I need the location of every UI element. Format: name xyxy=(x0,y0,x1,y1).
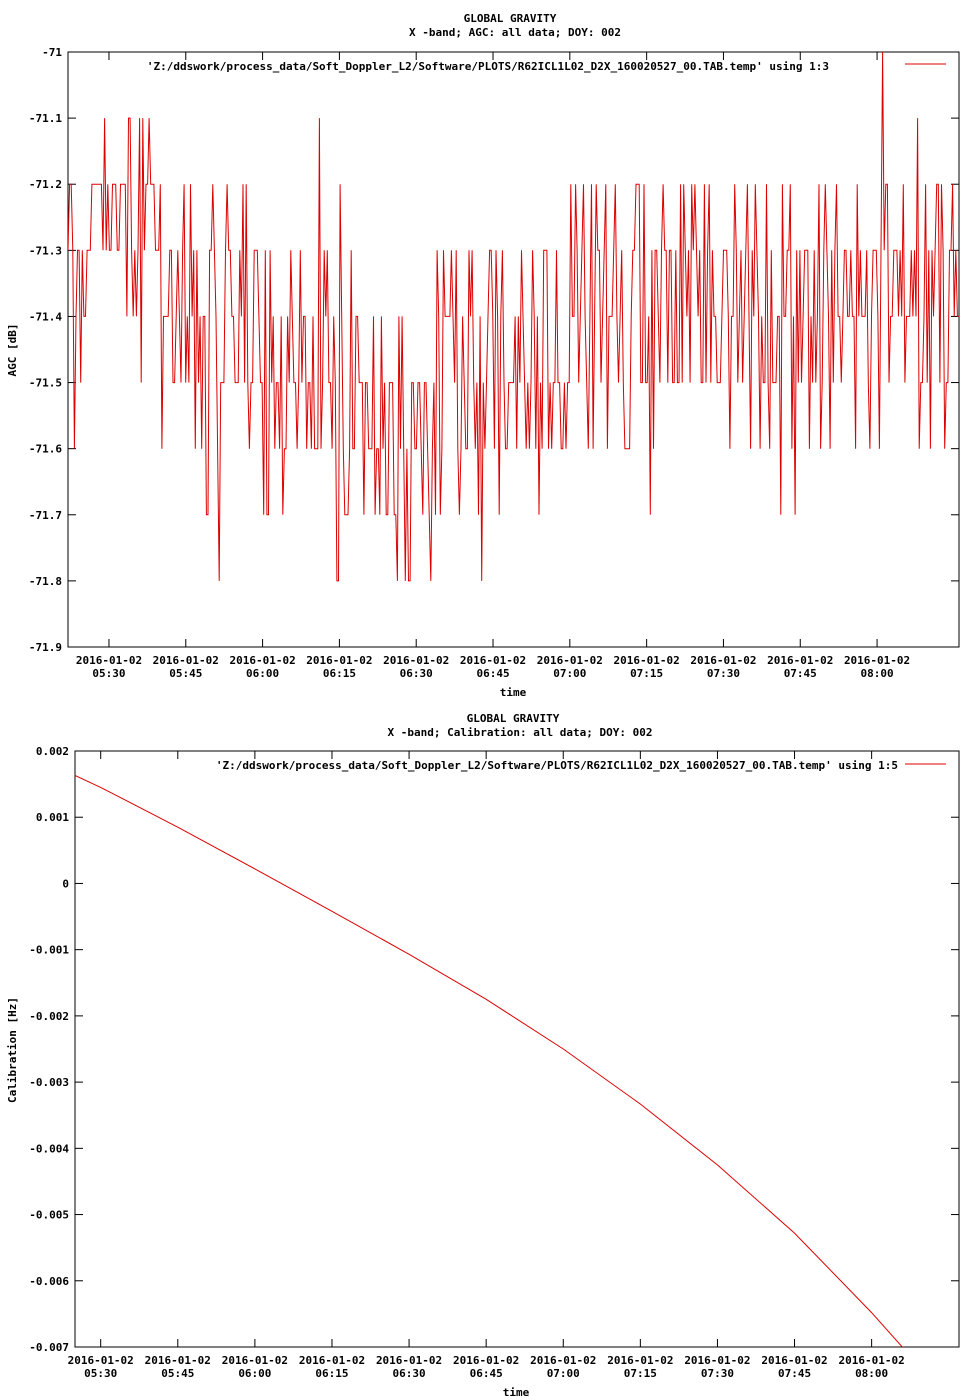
calibration-x-tick-time: 07:00 xyxy=(547,1367,580,1380)
calibration-x-tick-date: 2016-01-02 xyxy=(453,1354,519,1367)
calibration-x-tick-date: 2016-01-02 xyxy=(684,1354,750,1367)
calibration-x-tick-date: 2016-01-02 xyxy=(68,1354,134,1367)
agc-x-tick-time: 08:00 xyxy=(861,667,894,680)
calibration-y-tick-label: -0.005 xyxy=(29,1209,69,1222)
calibration-x-tick-date: 2016-01-02 xyxy=(530,1354,596,1367)
calibration-x-tick-date: 2016-01-02 xyxy=(299,1354,365,1367)
agc-y-tick-label: -71.8 xyxy=(29,575,62,588)
calibration-x-tick-date: 2016-01-02 xyxy=(839,1354,905,1367)
calibration-x-tick-time: 06:15 xyxy=(315,1367,348,1380)
agc-x-tick-time: 07:45 xyxy=(784,667,817,680)
agc-x-tick-time: 07:30 xyxy=(707,667,740,680)
calibration-x-axis: 2016-01-0205:302016-01-0205:452016-01-02… xyxy=(68,751,905,1380)
calibration-x-tick-time: 05:45 xyxy=(161,1367,194,1380)
agc-y-tick-label: -71.9 xyxy=(29,641,62,654)
calibration-series-group xyxy=(75,775,903,1347)
calibration-x-tick-time: 05:30 xyxy=(84,1367,117,1380)
agc-x-tick-date: 2016-01-02 xyxy=(614,654,680,667)
calibration-x-tick-time: 06:30 xyxy=(393,1367,426,1380)
agc-y-axis-label: AGC [dB] xyxy=(6,324,19,377)
agc-x-tick-date: 2016-01-02 xyxy=(460,654,526,667)
agc-x-tick-date: 2016-01-02 xyxy=(76,654,142,667)
calibration-y-axis: 0.002 0.001 0 -0.001 -0.002 -0.003 -0.004 -0.00… xyxy=(29,745,959,1354)
agc-y-tick-label: -71.6 xyxy=(29,443,62,456)
calibration-y-tick-label: -0.002 xyxy=(29,1010,69,1023)
agc-x-tick-time: 07:15 xyxy=(630,667,663,680)
calibration-chart: GLOBAL GRAVITY X -band; Calibration: all… xyxy=(6,712,960,1399)
agc-chart-subtitle: X -band; AGC: all data; DOY: 002 xyxy=(409,26,621,39)
agc-x-tick-time: 05:45 xyxy=(169,667,202,680)
calibration-x-tick-time: 08:00 xyxy=(855,1367,888,1380)
calibration-chart-subtitle: X -band; Calibration: all data; DOY: 002 xyxy=(388,726,653,739)
agc-y-axis: -71 -71.1 -71.2 -71.3 -71.4 -71.5 -71.6 -71.7 -7… xyxy=(29,46,959,654)
agc-y-tick-label: -71.7 xyxy=(29,509,62,522)
calibration-y-tick-label: -0.003 xyxy=(29,1076,69,1089)
calibration-x-tick-date: 2016-01-02 xyxy=(222,1354,288,1367)
calibration-y-tick-label: -0.001 xyxy=(29,944,69,957)
agc-x-tick-date: 2016-01-02 xyxy=(767,654,833,667)
agc-y-tick-label: -71.4 xyxy=(29,310,62,323)
agc-x-tick-date: 2016-01-02 xyxy=(690,654,756,667)
agc-x-tick-date: 2016-01-02 xyxy=(537,654,603,667)
agc-legend-label: 'Z:/ddswork/process_data/Soft_Doppler_L2… xyxy=(147,60,829,73)
agc-y-tick-label: -71 xyxy=(42,46,62,59)
agc-chart: GLOBAL GRAVITY X -band; AGC: all data; D… xyxy=(6,12,960,699)
agc-series-group xyxy=(68,52,959,582)
agc-x-tick-time: 07:00 xyxy=(553,667,586,680)
calibration-x-tick-date: 2016-01-02 xyxy=(145,1354,211,1367)
calibration-x-tick-date: 2016-01-02 xyxy=(376,1354,442,1367)
agc-x-tick-time: 06:45 xyxy=(476,667,509,680)
calibration-y-tick-label: -0.007 xyxy=(29,1341,69,1354)
agc-y-tick-label: -71.3 xyxy=(29,244,62,257)
calibration-x-tick-date: 2016-01-02 xyxy=(761,1354,827,1367)
calibration-y-tick-label: -0.004 xyxy=(29,1142,69,1155)
calibration-y-tick-label: 0.001 xyxy=(36,811,69,824)
agc-x-tick-time: 06:30 xyxy=(400,667,433,680)
agc-x-tick-time: 06:00 xyxy=(246,667,279,680)
calibration-y-axis-label: Calibration [Hz] xyxy=(6,997,19,1103)
calibration-x-tick-time: 06:45 xyxy=(470,1367,503,1380)
calibration-x-tick-date: 2016-01-02 xyxy=(607,1354,673,1367)
agc-x-axis: 2016-01-0205:302016-01-0205:452016-01-02… xyxy=(76,52,910,680)
calibration-x-tick-time: 07:15 xyxy=(624,1367,657,1380)
calibration-x-tick-time: 06:00 xyxy=(238,1367,271,1380)
agc-x-tick-date: 2016-01-02 xyxy=(383,654,449,667)
calibration-chart-title: GLOBAL GRAVITY xyxy=(467,712,560,725)
agc-x-tick-time: 06:15 xyxy=(323,667,356,680)
agc-y-tick-label: -71.1 xyxy=(29,112,62,125)
agc-x-tick-date: 2016-01-02 xyxy=(306,654,372,667)
agc-y-tick-label: -71.5 xyxy=(29,377,62,390)
agc-y-tick-label: -71.2 xyxy=(29,178,62,191)
agc-x-tick-date: 2016-01-02 xyxy=(844,654,910,667)
calibration-y-tick-label: 0 xyxy=(62,877,69,890)
agc-plot-frame xyxy=(67,51,960,648)
agc-x-tick-date: 2016-01-02 xyxy=(153,654,219,667)
agc-series-line xyxy=(68,52,959,582)
calibration-y-tick-label: -0.006 xyxy=(29,1275,69,1288)
agc-chart-title: GLOBAL GRAVITY xyxy=(464,12,557,25)
agc-x-tick-time: 05:30 xyxy=(92,667,125,680)
calibration-series-line xyxy=(75,775,903,1347)
calibration-plot-frame xyxy=(74,750,960,1348)
calibration-x-tick-time: 07:30 xyxy=(701,1367,734,1380)
calibration-x-tick-time: 07:45 xyxy=(778,1367,811,1380)
calibration-y-tick-label: 0.002 xyxy=(36,745,69,758)
calibration-x-axis-label: time xyxy=(503,1386,530,1399)
agc-x-axis-label: time xyxy=(500,686,527,699)
calibration-legend-label: 'Z:/ddswork/process_data/Soft_Doppler_L2… xyxy=(216,759,898,772)
agc-x-tick-date: 2016-01-02 xyxy=(229,654,295,667)
